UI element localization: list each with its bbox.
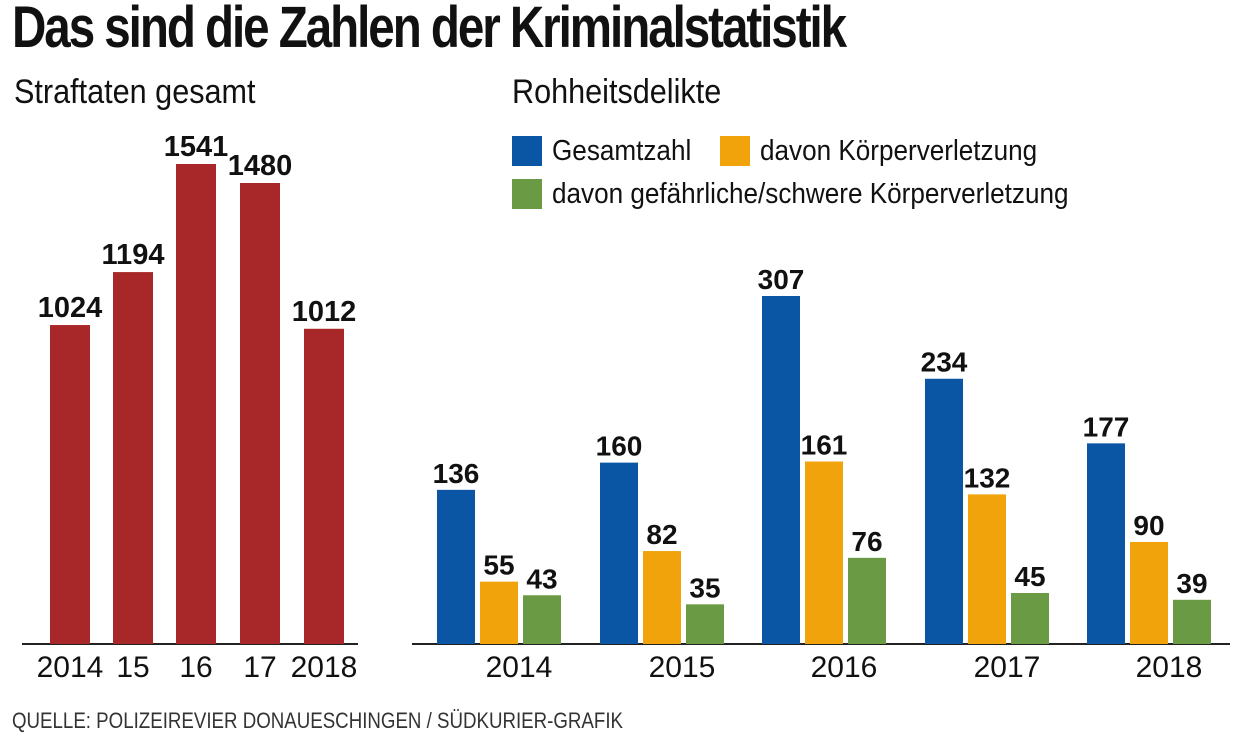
legend-label: davon Körperverletzung <box>760 134 1038 167</box>
data-label: 307 <box>758 264 805 295</box>
bar-koerperverletzung <box>805 461 843 644</box>
bar <box>304 328 344 644</box>
data-label: 39 <box>1176 568 1207 599</box>
data-label: 132 <box>964 462 1011 493</box>
data-label: 90 <box>1133 510 1164 541</box>
bar-gesamtzahl <box>1087 443 1125 644</box>
bar-koerperverletzung <box>1130 541 1168 644</box>
bar <box>50 325 90 644</box>
bar-gefaehrliche <box>1173 599 1211 644</box>
left-chart-title: Straftaten gesamt <box>14 73 256 111</box>
bar-koerperverletzung <box>643 551 681 644</box>
right-chart-title: Rohheitsdelikte <box>512 73 722 111</box>
x-tick-label: 2014 <box>37 651 104 684</box>
data-label: 43 <box>526 563 557 594</box>
bar <box>240 183 280 644</box>
x-tick-label: 16 <box>179 651 212 684</box>
bar-koerperverletzung <box>480 581 518 644</box>
data-label: 234 <box>921 347 968 378</box>
source-note: QUELLE: POLIZEIREVIER DONAUESCHINGEN / S… <box>12 708 623 733</box>
bar-gesamtzahl <box>925 378 963 644</box>
legend-swatch-orange <box>720 136 750 166</box>
data-label: 76 <box>851 526 882 557</box>
bar-gefaehrliche <box>848 557 886 644</box>
data-label: 1480 <box>228 150 293 182</box>
data-label: 1012 <box>292 296 357 328</box>
data-label: 35 <box>689 572 720 603</box>
legend-item-koerperverletzung: davon Körperverletzung <box>720 134 1068 168</box>
data-label: 177 <box>1083 411 1130 442</box>
bar-gefaehrliche <box>686 604 724 644</box>
bar-koerperverletzung <box>968 494 1006 644</box>
data-label: 1541 <box>164 131 229 163</box>
x-tick-label: 2015 <box>649 651 716 684</box>
bar <box>113 272 153 644</box>
bar-gefaehrliche <box>523 595 561 644</box>
data-label: 161 <box>801 429 848 460</box>
data-label: 45 <box>1014 561 1045 592</box>
bar <box>176 164 216 644</box>
x-tick-label: 2016 <box>811 651 878 684</box>
x-tick-label: 2017 <box>974 651 1041 684</box>
legend-swatch-green <box>512 179 542 209</box>
legend-item-gesamtzahl: Gesamtzahl <box>512 134 707 168</box>
data-label: 1024 <box>38 292 103 324</box>
data-label: 82 <box>646 519 677 550</box>
data-label: 55 <box>483 550 514 581</box>
x-tick-label: 15 <box>116 651 149 684</box>
legend-label: davon gefährliche/schwere Körperverletzu… <box>552 177 1069 210</box>
legend-swatch-blue <box>512 136 542 166</box>
bar-gesamtzahl <box>600 462 638 644</box>
legend-item-gefaehrliche: davon gefährliche/schwere Körperverletzu… <box>512 177 1126 211</box>
legend-label: Gesamtzahl <box>552 134 692 167</box>
x-tick-label: 17 <box>243 651 276 684</box>
chart-title: Das sind die Zahlen der Kriminalstatisti… <box>12 0 847 60</box>
data-label: 1194 <box>102 239 165 271</box>
data-label: 136 <box>433 458 480 489</box>
x-tick-label: 2018 <box>1136 651 1203 684</box>
data-label: 160 <box>596 431 643 462</box>
bar-gefaehrliche <box>1011 592 1049 644</box>
x-tick-label: 2018 <box>291 651 358 684</box>
bar-gesamtzahl <box>762 296 800 644</box>
x-tick-label: 2014 <box>486 651 553 684</box>
bar-gesamtzahl <box>437 489 475 644</box>
